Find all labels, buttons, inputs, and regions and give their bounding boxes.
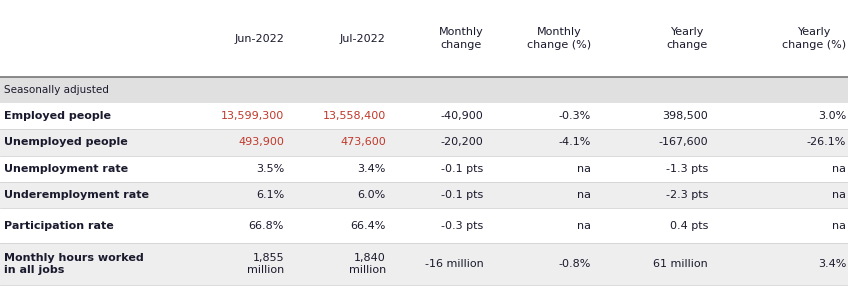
Bar — [0, 156, 848, 182]
Text: na: na — [832, 190, 846, 200]
Text: 3.4%: 3.4% — [358, 164, 386, 174]
Text: -0.8%: -0.8% — [559, 259, 591, 269]
Text: -167,600: -167,600 — [658, 138, 708, 147]
Text: Yearly
change (%): Yearly change (%) — [782, 27, 846, 50]
Text: Employed people: Employed people — [4, 111, 111, 121]
Text: Underemployment rate: Underemployment rate — [4, 190, 149, 200]
Bar — [0, 182, 848, 208]
Text: 66.8%: 66.8% — [248, 221, 284, 231]
Text: Yearly
change: Yearly change — [667, 27, 708, 50]
Text: 3.4%: 3.4% — [818, 259, 846, 269]
Text: 3.0%: 3.0% — [818, 111, 846, 121]
Bar — [0, 103, 848, 129]
Text: 13,558,400: 13,558,400 — [322, 111, 386, 121]
Text: Jun-2022: Jun-2022 — [234, 34, 284, 43]
Text: Monthly
change (%): Monthly change (%) — [527, 27, 591, 50]
Bar — [0, 129, 848, 156]
Text: -4.1%: -4.1% — [559, 138, 591, 147]
Text: -26.1%: -26.1% — [807, 138, 846, 147]
Text: 66.4%: 66.4% — [350, 221, 386, 231]
Text: -0.3 pts: -0.3 pts — [441, 221, 483, 231]
Text: -16 million: -16 million — [425, 259, 483, 269]
Text: Participation rate: Participation rate — [4, 221, 114, 231]
Text: na: na — [832, 164, 846, 174]
Text: Seasonally adjusted: Seasonally adjusted — [4, 85, 109, 95]
Text: 3.5%: 3.5% — [256, 164, 284, 174]
Text: -0.1 pts: -0.1 pts — [441, 190, 483, 200]
Text: Monthly hours worked
in all jobs: Monthly hours worked in all jobs — [4, 253, 144, 275]
Text: -20,200: -20,200 — [441, 138, 483, 147]
Text: na: na — [577, 190, 591, 200]
Text: 1,840
million: 1,840 million — [349, 253, 386, 275]
Text: -0.1 pts: -0.1 pts — [441, 164, 483, 174]
Text: na: na — [577, 164, 591, 174]
Bar — [0, 77, 848, 103]
Text: Monthly
change: Monthly change — [438, 27, 483, 50]
Text: -0.3%: -0.3% — [559, 111, 591, 121]
Text: 493,900: 493,900 — [238, 138, 284, 147]
Text: -40,900: -40,900 — [441, 111, 483, 121]
Bar — [0, 208, 848, 243]
Text: -2.3 pts: -2.3 pts — [666, 190, 708, 200]
Text: na: na — [577, 221, 591, 231]
Text: 13,599,300: 13,599,300 — [220, 111, 284, 121]
Text: 0.4 pts: 0.4 pts — [670, 221, 708, 231]
Text: 61 million: 61 million — [653, 259, 708, 269]
Text: Unemployed people: Unemployed people — [4, 138, 128, 147]
Text: 473,600: 473,600 — [340, 138, 386, 147]
Text: 1,855
million: 1,855 million — [247, 253, 284, 275]
Text: 6.0%: 6.0% — [358, 190, 386, 200]
Text: 398,500: 398,500 — [662, 111, 708, 121]
Bar — [0, 0, 848, 77]
Bar — [0, 243, 848, 285]
Text: -1.3 pts: -1.3 pts — [666, 164, 708, 174]
Text: Jul-2022: Jul-2022 — [340, 34, 386, 43]
Text: 6.1%: 6.1% — [256, 190, 284, 200]
Text: Unemployment rate: Unemployment rate — [4, 164, 128, 174]
Text: na: na — [832, 221, 846, 231]
